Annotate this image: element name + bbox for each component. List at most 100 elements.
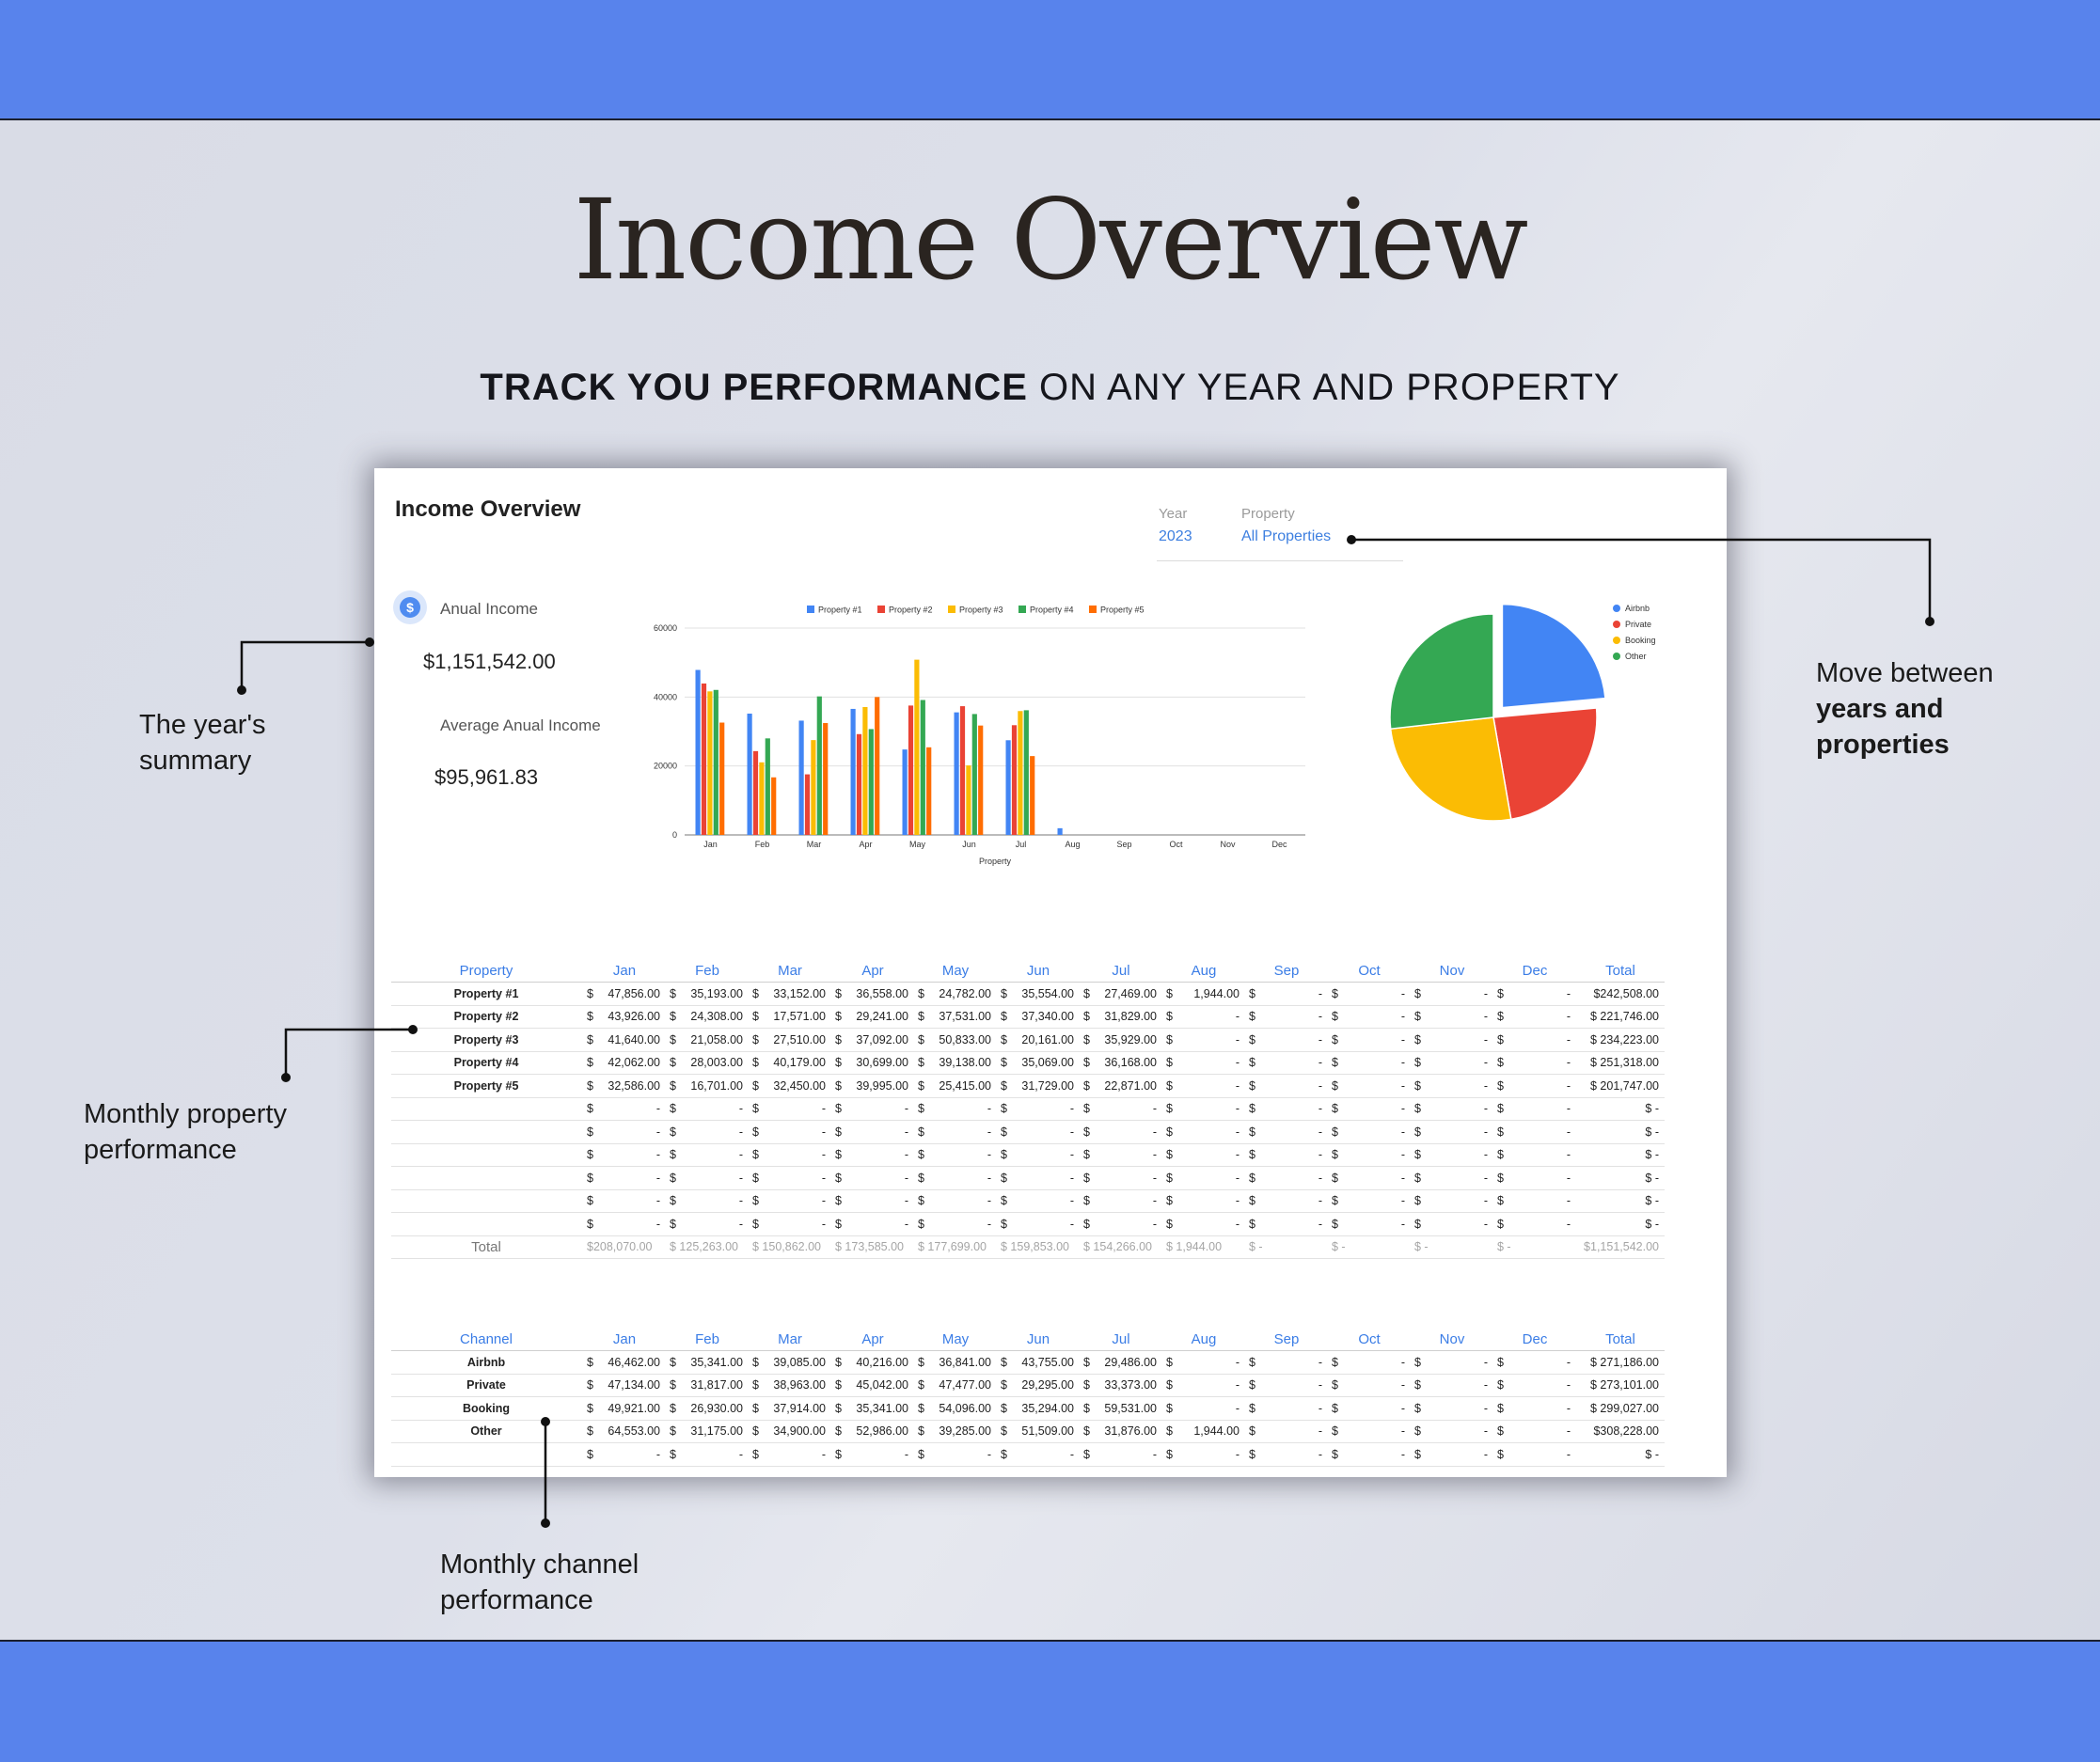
- property-dropdown[interactable]: All Properties: [1241, 528, 1332, 544]
- cell-value: -: [1318, 1447, 1322, 1461]
- cell-value: 29,295.00: [1021, 1378, 1074, 1392]
- hero-subtitle-rest: ON ANY YEAR AND PROPERTY: [1027, 367, 1620, 408]
- cell-value: 35,554.00: [1021, 986, 1074, 1000]
- cell-value: -: [1400, 1424, 1405, 1439]
- table-cell: $46,462.00: [583, 1350, 666, 1375]
- table-cell: $ -: [997, 1120, 1080, 1144]
- table-cell: $ -: [1328, 1420, 1411, 1443]
- currency-symbol: $: [587, 1424, 593, 1439]
- legend-label: Airbnb: [1625, 604, 1650, 613]
- cell-value: -: [1235, 1217, 1239, 1231]
- legend-swatch: [1613, 637, 1620, 644]
- currency-symbol: $: [752, 1148, 759, 1162]
- currency-symbol: $: [835, 1424, 842, 1439]
- cell-value: -: [987, 1171, 991, 1185]
- cell-value: -: [1235, 1355, 1239, 1369]
- cell-spacer: [581, 1051, 583, 1075]
- table-cell: $ -: [749, 1189, 831, 1213]
- table-cell: $ -: [1493, 1374, 1576, 1397]
- currency-symbol: $: [1166, 1032, 1173, 1046]
- currency-symbol: $: [670, 1125, 676, 1139]
- table-cell: $25,415.00: [914, 1074, 997, 1098]
- table-cell: $ -: [583, 1442, 666, 1467]
- currency-symbol: $: [587, 1078, 593, 1093]
- table-cell: $31,876.00: [1080, 1420, 1162, 1443]
- currency-symbol: $: [1497, 1194, 1504, 1208]
- currency-symbol: $: [1249, 1378, 1255, 1392]
- currency-symbol: $: [1249, 1078, 1255, 1093]
- table-cell: $ -: [1080, 1166, 1162, 1190]
- cell-value: -: [821, 1171, 826, 1185]
- table-cell: $ -: [1328, 1120, 1411, 1144]
- currency-symbol: $: [1166, 1056, 1173, 1070]
- bar-property-4: [816, 696, 822, 835]
- currency-symbol: $: [1414, 1424, 1421, 1439]
- cell-value: -: [1152, 1171, 1157, 1185]
- cell-value: -: [987, 1194, 991, 1208]
- cell-value: -: [1235, 1078, 1239, 1093]
- currency-symbol: $: [1001, 1056, 1007, 1070]
- row-label: Property #1: [391, 982, 581, 1006]
- currency-symbol: $: [1249, 1102, 1255, 1116]
- currency-symbol: $: [752, 1217, 759, 1231]
- table-cell: $33,373.00: [1080, 1374, 1162, 1397]
- cell-value: -: [1318, 1010, 1322, 1024]
- cell-value: -: [655, 1194, 660, 1208]
- currency-symbol: $: [1249, 1056, 1255, 1070]
- table-cell: $ -: [583, 1166, 666, 1190]
- year-dropdown[interactable]: 2023: [1159, 528, 1192, 544]
- cell-value: -: [1400, 1378, 1405, 1392]
- table-cell: $ -: [666, 1442, 749, 1467]
- table-row: $ - $ - $ - $ - $ - $ - $ - $ - $ - $ - $ - $ - $ -: [391, 1143, 1665, 1167]
- bar-property-3: [759, 762, 765, 835]
- cell-value: -: [1400, 1148, 1405, 1162]
- cell-value: -: [1566, 1217, 1571, 1231]
- connector-monthly-property: [284, 1028, 413, 1078]
- table-cell: $49,921.00: [583, 1396, 666, 1421]
- cell-value: -: [1318, 1102, 1322, 1116]
- spreadsheet-screenshot: Income Overview Year 2023 Property All P…: [374, 468, 1727, 1477]
- cell-value: -: [987, 1102, 991, 1116]
- currency-symbol: $: [1249, 1148, 1255, 1162]
- currency-symbol: $: [670, 1102, 676, 1116]
- table-cell: $ -: [583, 1097, 666, 1121]
- cell-spacer: [581, 1005, 583, 1029]
- currency-symbol: $: [835, 1401, 842, 1415]
- pie-slice-booking: [1389, 716, 1512, 822]
- currency-symbol: $: [587, 1010, 593, 1024]
- table-cell: $ -: [1162, 1143, 1245, 1167]
- legend-label: Property #4: [1030, 606, 1074, 615]
- cell-spacer: [581, 1189, 583, 1213]
- currency-symbol: $: [918, 1355, 924, 1369]
- column-header-month: Apr: [831, 1328, 914, 1351]
- cell-value: -: [738, 1194, 743, 1208]
- column-header-month: Dec: [1493, 1328, 1576, 1351]
- table-cell: $ -: [914, 1166, 997, 1190]
- cell-value: -: [904, 1171, 908, 1185]
- table-cell: $33,152.00: [749, 982, 831, 1006]
- legend-swatch: [1018, 606, 1026, 613]
- currency-symbol: $: [835, 1378, 842, 1392]
- cell-value: 24,782.00: [939, 986, 991, 1000]
- table-cell: $35,341.00: [831, 1396, 914, 1421]
- pie-slice-airbnb: [1501, 603, 1606, 709]
- cell-value: -: [987, 1217, 991, 1231]
- column-header-property: Property: [391, 959, 581, 983]
- cell-value: 31,829.00: [1104, 1010, 1157, 1024]
- table-row: Property #1 $47,856.00 $35,193.00 $33,152.0…: [391, 982, 1665, 1006]
- row-total: $ 271,186.00: [1576, 1350, 1665, 1375]
- currency-symbol: $: [835, 1148, 842, 1162]
- table-cell: $39,995.00: [831, 1074, 914, 1098]
- bar-property-4: [765, 738, 770, 835]
- table-cell: $50,833.00: [914, 1028, 997, 1052]
- currency-symbol: $: [1497, 1010, 1504, 1024]
- table-cell: $ -: [914, 1120, 997, 1144]
- table-row: Property #4 $42,062.00 $28,003.00 $40,179.0…: [391, 1051, 1665, 1075]
- currency-symbol: $: [1166, 1078, 1173, 1093]
- table-cell: $37,092.00: [831, 1028, 914, 1052]
- currency-symbol: $: [670, 986, 676, 1000]
- bar-property-5: [1030, 756, 1035, 835]
- cell-value: -: [821, 1102, 826, 1116]
- cell-value: 39,138.00: [939, 1056, 991, 1070]
- currency-symbol: $: [587, 1447, 593, 1461]
